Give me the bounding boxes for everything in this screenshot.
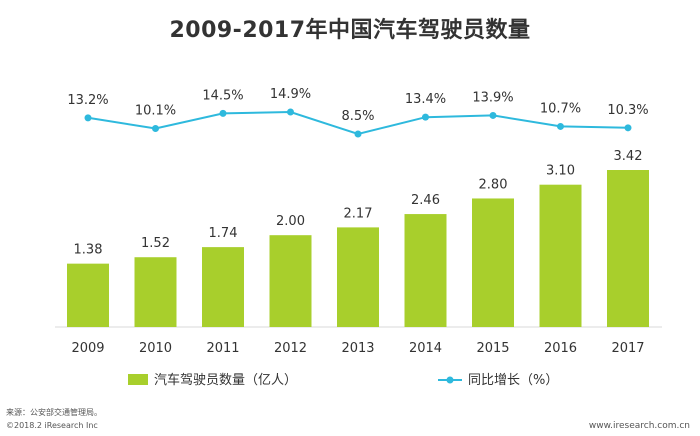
bar-2010: [134, 257, 177, 327]
growth-label-2017: 10.3%: [607, 103, 648, 118]
footer-source: 来源：公安部交通管理局。: [6, 408, 102, 417]
chart-title: 2009-2017年中国汽车驾驶员数量: [169, 18, 531, 43]
growth-label-2012: 14.9%: [270, 87, 311, 102]
x-tick-2013: 2013: [341, 341, 374, 356]
bar-2015: [472, 198, 514, 327]
bar-2016: [539, 184, 582, 327]
x-tick-2010: 2010: [139, 341, 172, 356]
bar-label-2010: 1.52: [141, 236, 170, 251]
x-tick-2011: 2011: [206, 341, 239, 356]
legend-label-bar: 汽车驾驶员数量（亿人）: [154, 372, 297, 388]
x-tick-labels: 2009 2010 2011 2012 2013 2014 2015 2016 2017: [71, 341, 644, 356]
growth-label-2011: 14.5%: [202, 88, 243, 103]
growth-point-2010: [152, 125, 159, 132]
bar-label-2011: 1.74: [209, 226, 238, 241]
bar-2017: [607, 170, 649, 327]
x-tick-2009: 2009: [71, 341, 104, 356]
bar-label-2009: 1.38: [74, 243, 103, 258]
bar-2013: [337, 227, 379, 327]
growth-points: [84, 108, 632, 138]
bar-label-2014: 2.46: [411, 193, 440, 208]
growth-point-2016: [557, 122, 564, 130]
bar-label-2016: 3.10: [546, 164, 575, 179]
growth-point-2017: [624, 124, 632, 132]
growth-point-2011: [219, 109, 227, 117]
bar-2011: [202, 247, 244, 327]
bar-value-labels: 1.38 1.52 1.74 2.00 2.17 2.46 2.80 3.10 3.42: [74, 149, 643, 258]
growth-point-2015: [489, 111, 497, 119]
bar-label-2013: 2.17: [344, 206, 373, 221]
bar-series: [67, 170, 649, 327]
legend-swatch-bar: [128, 374, 148, 385]
x-tick-2015: 2015: [476, 341, 509, 356]
footer-copyright: ©2018.2 iResearch Inc: [6, 421, 98, 430]
legend-swatch-marker: [446, 376, 454, 384]
bar-label-2015: 2.80: [479, 177, 508, 192]
footer-url: www.iresearch.com.cn: [588, 421, 690, 431]
bar-2014: [404, 214, 447, 327]
x-tick-2016: 2016: [544, 341, 577, 356]
growth-point-2012: [287, 108, 294, 116]
growth-label-2016: 10.7%: [540, 101, 581, 116]
legend: 汽车驾驶员数量（亿人） 同比增长（%）: [128, 372, 558, 388]
bar-2012: [269, 235, 312, 327]
x-tick-2012: 2012: [274, 341, 307, 356]
growth-label-2010: 10.1%: [135, 104, 176, 119]
bar-2009: [67, 263, 109, 327]
legend-label-line: 同比增长（%）: [468, 373, 558, 388]
growth-label-2015: 13.9%: [472, 90, 513, 105]
growth-label-2014: 13.4%: [405, 92, 446, 107]
growth-point-2014: [422, 113, 429, 121]
growth-label-2013: 8.5%: [341, 109, 374, 124]
growth-point-2009: [84, 114, 92, 122]
bar-label-2017: 3.42: [614, 149, 643, 164]
bar-label-2012: 2.00: [276, 214, 305, 229]
growth-label-2009: 13.2%: [67, 93, 108, 108]
growth-point-2013: [354, 130, 362, 138]
x-tick-2017: 2017: [611, 341, 644, 356]
growth-value-labels: 13.2% 10.1% 14.5% 14.9% 8.5% 13.4% 13.9% 10.7% 1…: [67, 87, 648, 124]
x-tick-2014: 2014: [409, 341, 442, 356]
